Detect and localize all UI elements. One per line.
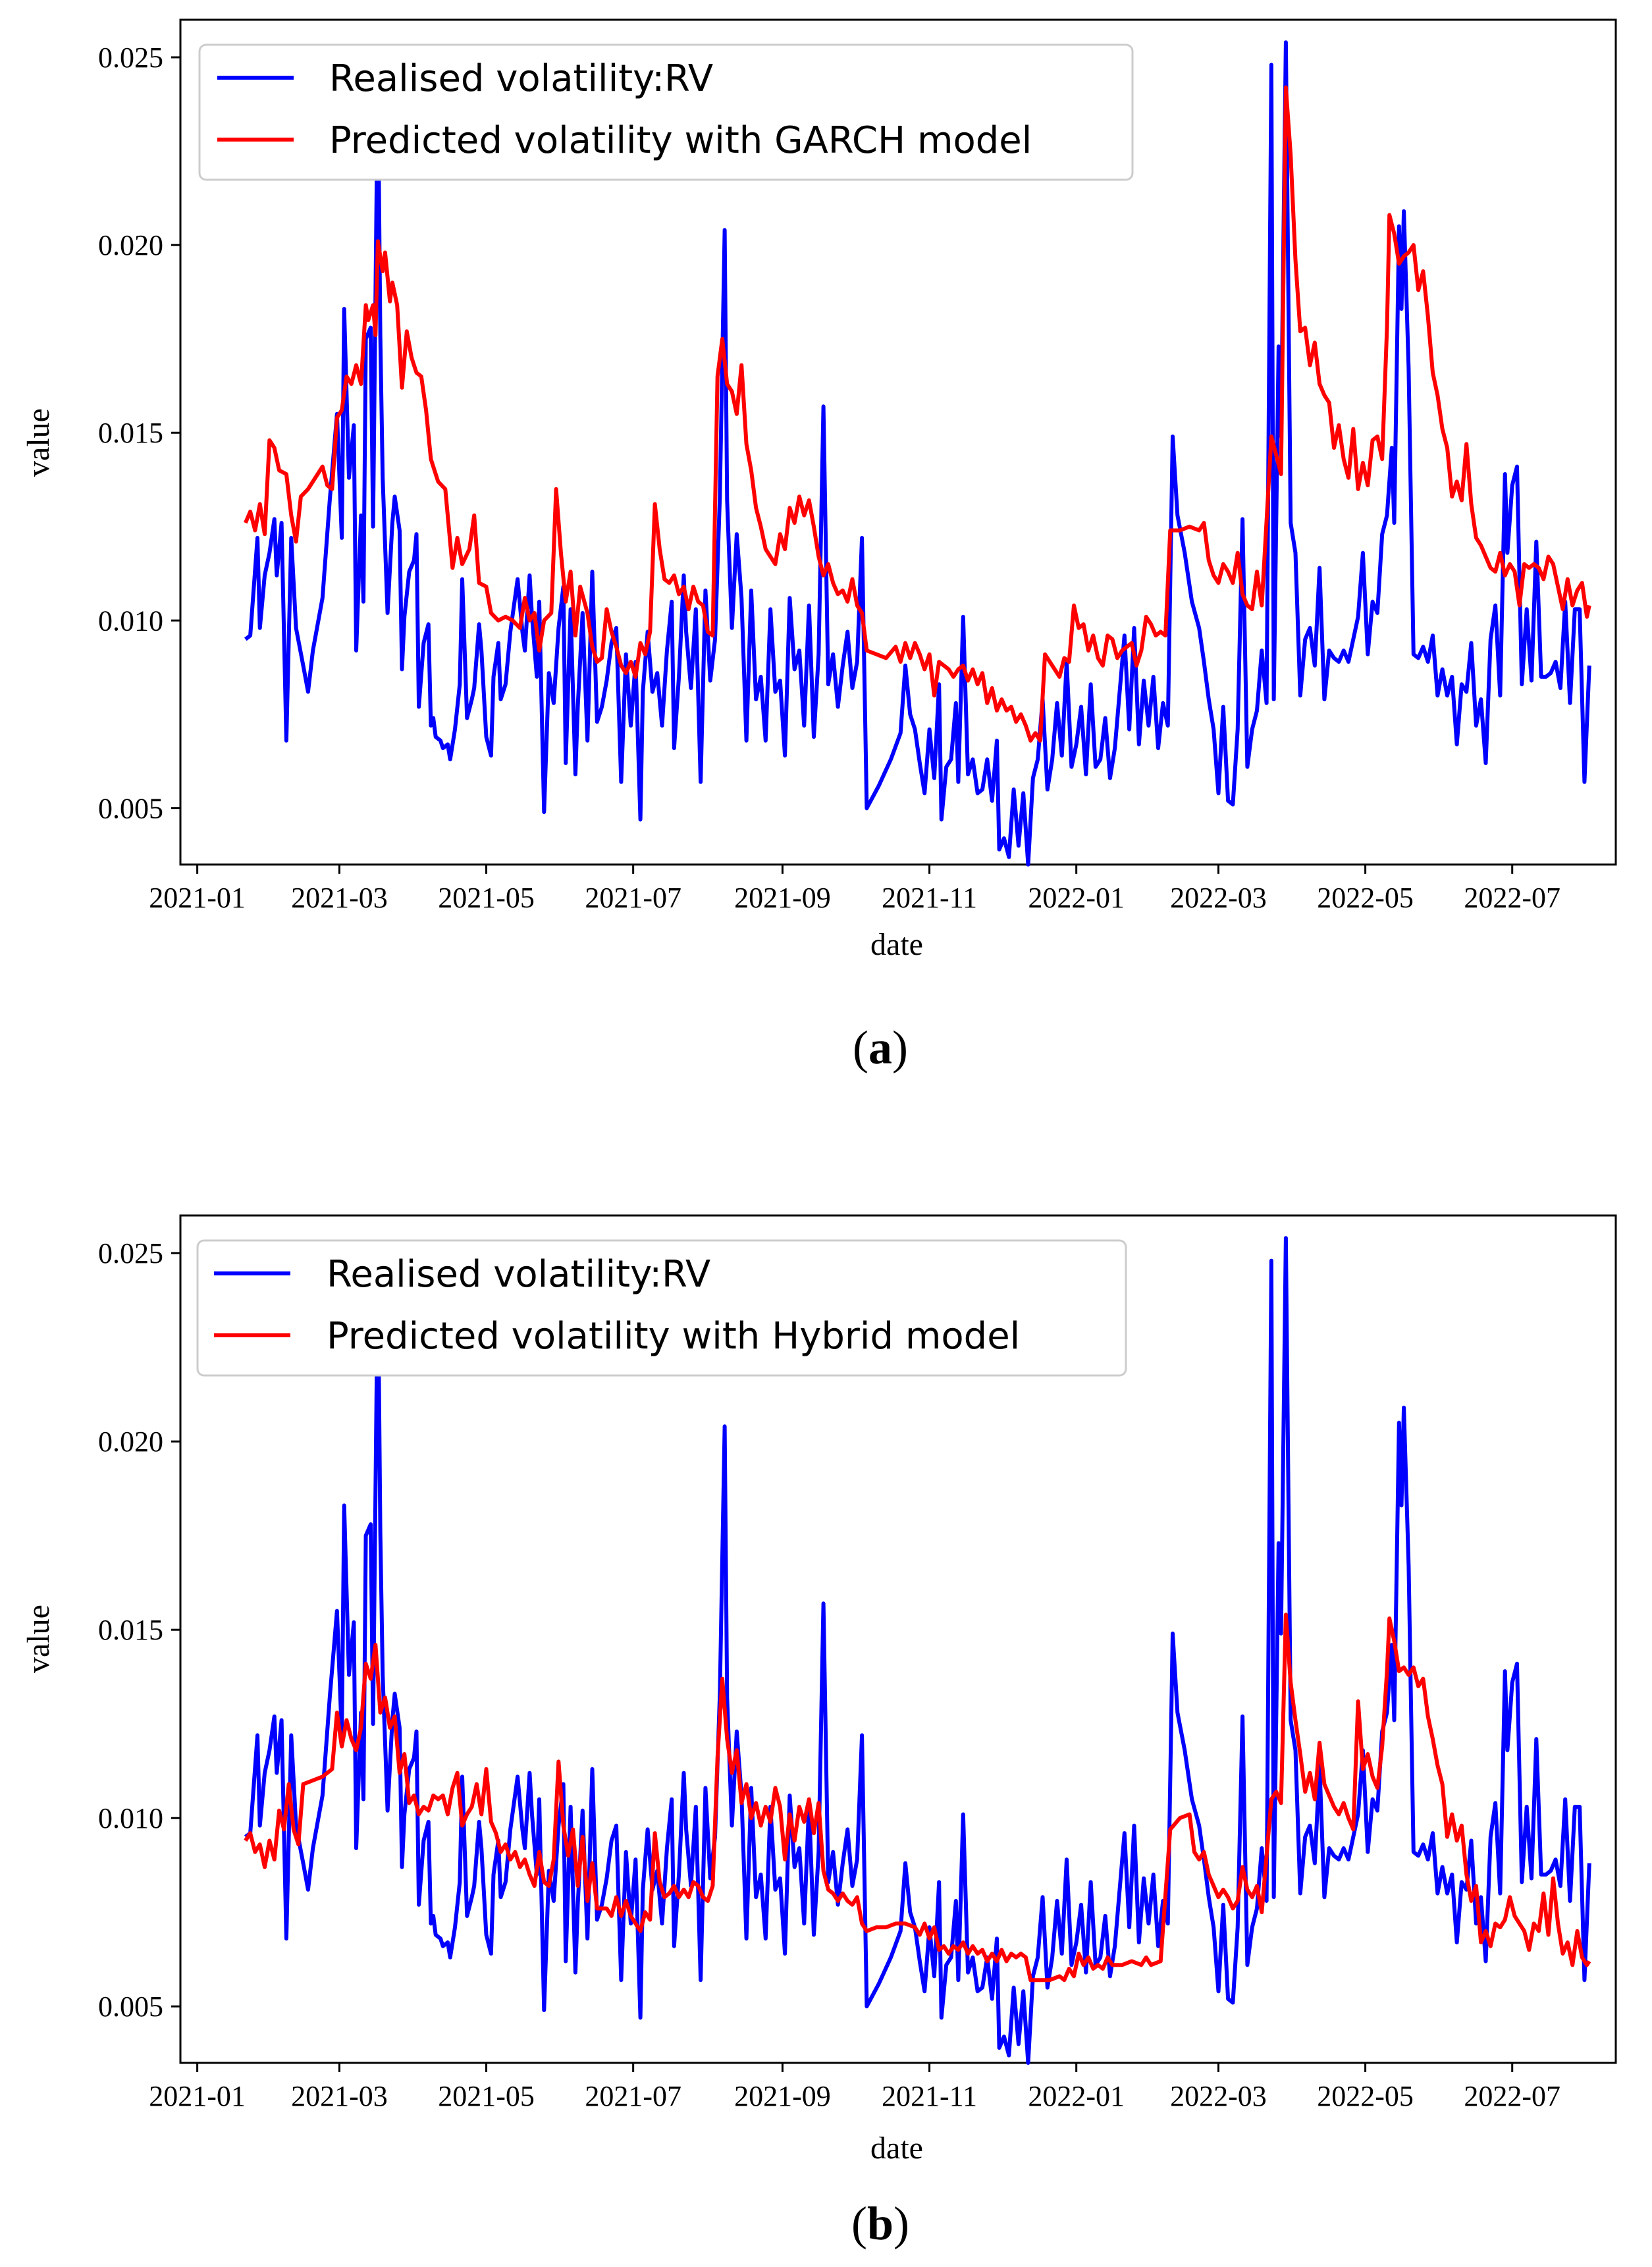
legend-label-hybrid: Predicted volatility with Hybrid model: [327, 1315, 1020, 1358]
x-tick-label: 2022-03: [1170, 2080, 1267, 2112]
chart-b-svg: 2021-01 2021-03 2021-05 2021-07 2021-09 2021-…: [21, 1214, 1617, 2250]
x-tick-label: 2021-07: [585, 2080, 681, 2112]
legend: Realised volatility:RV Predicted volatil…: [196, 1239, 1127, 1377]
chart-b: 2021-01 2021-03 2021-05 2021-07 2021-09 2021-…: [0, 1133, 1652, 2266]
legend-label-rv: Realised volatility:RV: [327, 1253, 710, 1296]
x-tick-label: 2021-05: [438, 882, 535, 914]
y-tick-label: 0.020: [98, 229, 163, 261]
x-tick-label: 2021-05: [438, 2080, 535, 2112]
y-tick-label: 0.015: [98, 1614, 163, 1646]
series-line-predicted: [244, 85, 1591, 743]
caption-letter: b: [867, 2197, 893, 2250]
y-axis-title: value: [21, 408, 56, 477]
x-tick-label: 2022-01: [1028, 2080, 1125, 2112]
plot-frame: [179, 18, 1617, 866]
x-axis-title: date: [870, 927, 923, 962]
legend-label-rv: Realised volatility:RV: [329, 57, 713, 100]
x-tick-label: 2022-01: [1028, 882, 1125, 914]
figure-caption: (a): [853, 1021, 908, 1074]
series-line-realised: [244, 40, 1591, 867]
y-tick-label: 0.005: [98, 1990, 163, 2023]
x-tick-label: 2021-07: [585, 882, 681, 914]
y-tick-label: 0.015: [98, 417, 163, 449]
y-tick-label: 0.005: [98, 792, 163, 824]
chart-a-svg: 2021-01 2021-03 2021-05 2021-07 2021-09 2021-…: [21, 18, 1617, 1074]
legend-box: [196, 1239, 1127, 1377]
x-tick-label: 2021-01: [149, 882, 246, 914]
y-axis-title: value: [21, 1605, 56, 1673]
x-tick-label: 2021-09: [734, 2080, 831, 2112]
x-tick-label: 2022-03: [1170, 882, 1267, 914]
x-tick-label: 2022-07: [1464, 882, 1560, 914]
y-tick-label: 0.025: [98, 41, 163, 74]
x-tick-label: 2022-07: [1464, 2080, 1560, 2112]
legend-label-garch: Predicted volatility with GARCH model: [329, 119, 1032, 162]
x-tick-label: 2021-09: [734, 882, 831, 914]
caption-letter: a: [868, 1021, 892, 1074]
x-axis-title: date: [870, 2131, 923, 2166]
y-tick-label: 0.010: [98, 1802, 163, 1834]
plot-frame: [179, 1214, 1617, 2064]
figure-caption: (b): [851, 2197, 909, 2250]
x-tick-label: 2021-11: [882, 2080, 977, 2112]
chart-a: 2021-01 2021-03 2021-05 2021-07 2021-09 2021-…: [0, 0, 1652, 1133]
y-tick-label: 0.025: [98, 1237, 163, 1269]
y-tick-label: 0.020: [98, 1426, 163, 1458]
x-tick-label: 2021-03: [291, 2080, 388, 2112]
x-tick-label: 2021-03: [291, 882, 388, 914]
series-line-predicted: [244, 1613, 1591, 1983]
y-tick-label: 0.010: [98, 604, 163, 637]
x-tick-label: 2022-05: [1317, 882, 1414, 914]
x-tick-label: 2022-05: [1317, 2080, 1414, 2112]
x-tick-label: 2021-11: [882, 882, 977, 914]
series-line-realised: [244, 1236, 1591, 2065]
legend: Realised volatility:RV Predicted volatil…: [198, 43, 1134, 181]
x-tick-label: 2021-01: [149, 2080, 246, 2112]
legend-box: [198, 43, 1134, 181]
